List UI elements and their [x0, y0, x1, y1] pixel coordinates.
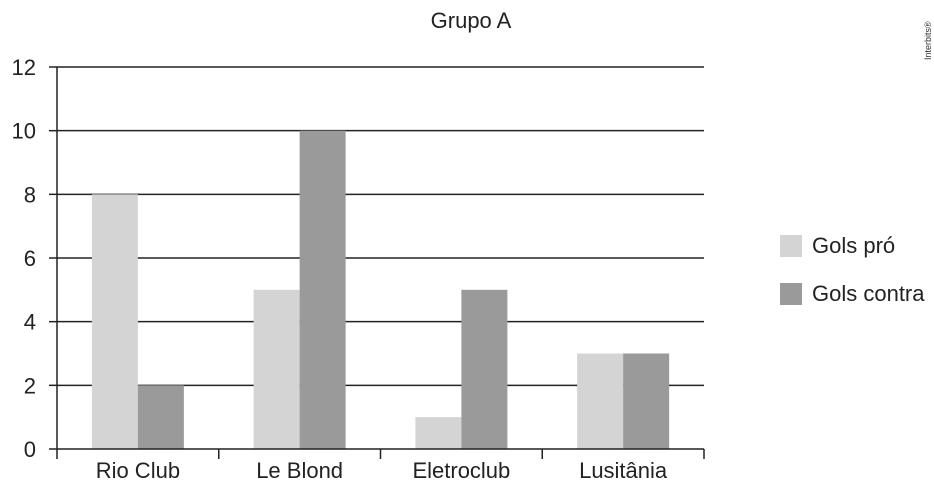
bars [91, 130, 670, 449]
legend: Gols pró Gols contra [780, 233, 925, 306]
y-tick-label: 2 [24, 373, 36, 398]
bar-gols-contra-1 [299, 130, 346, 449]
x-tick-label: Rio Club [96, 458, 180, 482]
bar-gols-contra-2 [461, 289, 508, 449]
x-tick-label: Lusitânia [579, 458, 668, 482]
watermark: Interbits® [923, 21, 933, 60]
bar-gols-contra-0 [137, 385, 184, 449]
legend-label: Gols contra [812, 281, 925, 306]
chart-title: Grupo A [431, 8, 512, 33]
bar-gols-contra-3 [623, 353, 670, 449]
y-tick-label: 4 [24, 310, 36, 335]
bar-gols-pro-2 [415, 417, 462, 449]
y-tick-label: 0 [24, 437, 36, 462]
legend-swatch [780, 235, 802, 257]
gridlines [57, 66, 704, 387]
x-tick-label: Eletroclub [412, 458, 510, 482]
y-tick-label: 8 [24, 182, 36, 207]
bar-gols-pro-1 [253, 289, 300, 449]
y-tick-label: 10 [12, 119, 36, 144]
x-tick-label: Le Blond [256, 458, 343, 482]
y-tick-label: 12 [12, 55, 36, 80]
bar-gols-pro-3 [577, 353, 624, 449]
y-tick-label: 6 [24, 246, 36, 271]
bar-gols-pro-0 [91, 194, 138, 449]
legend-swatch [780, 283, 802, 305]
axes: 0 2 4 6 8 10 12 Rio Club Le Blond Eletroclub Lusit… [12, 55, 705, 482]
legend-label: Gols pró [812, 233, 895, 258]
